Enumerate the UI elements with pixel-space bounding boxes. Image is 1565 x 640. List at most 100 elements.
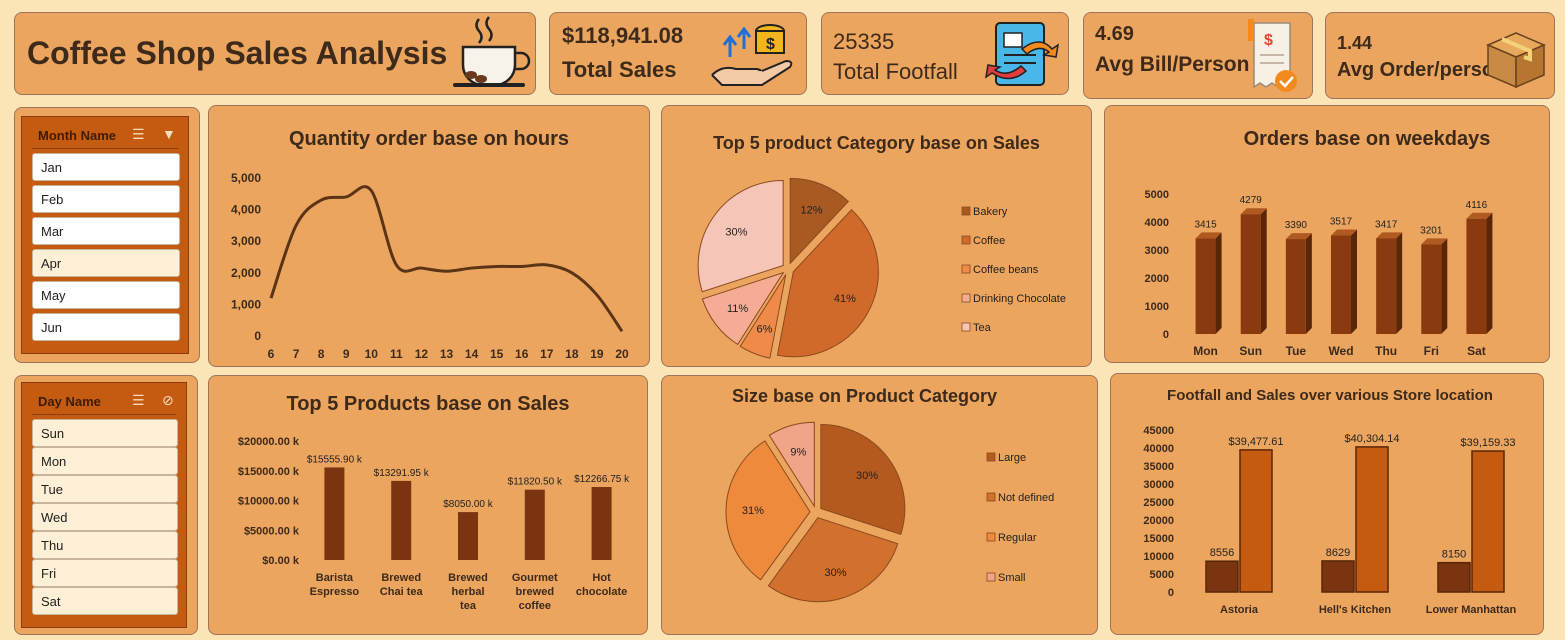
kpi-avg-bill-card: 4.69 Avg Bill/Person $ — [1083, 12, 1313, 99]
slicer-item-jun[interactable]: Jun — [32, 313, 180, 341]
bar-value-label: $11820.50 k — [508, 477, 563, 488]
month-slicer: Month Name ☰ ▼ Jan Feb Mar Apr May Jun — [21, 116, 189, 354]
pie-value-label: 11% — [727, 303, 748, 315]
legend-swatch — [961, 206, 971, 216]
x-tick-label: 16 — [515, 347, 529, 361]
bar — [1331, 235, 1351, 334]
legend-label: Coffee beans — [973, 264, 1039, 276]
bar-value-label: $12266.75 k — [574, 474, 630, 485]
bar-top — [1285, 233, 1312, 240]
y-tick-label: 2,000 — [231, 266, 261, 280]
weekdays-bar-chart: 0 1000 2000 3000 4000 5000 Mon Sun Tue Wed Thu Fri S… — [1145, 189, 1493, 358]
bar-value-label: 8556 — [1210, 547, 1234, 559]
x-category-label: Barista — [316, 572, 354, 584]
y-tick-label: 3000 — [1145, 245, 1169, 257]
x-category-label: Fri — [1424, 344, 1439, 358]
bar — [1355, 446, 1389, 593]
y-tick-label: 5000 — [1145, 189, 1169, 201]
bar — [1195, 238, 1216, 334]
y-tick-label: 0 — [1163, 329, 1169, 341]
x-tick-label: 8 — [318, 347, 325, 361]
slicer-item-apr[interactable]: Apr — [32, 249, 180, 277]
invoice-exchange-icon — [984, 22, 1060, 86]
x-tick-label: 12 — [415, 347, 429, 361]
slicer-item-tue[interactable]: Tue — [32, 475, 178, 503]
x-category-label: Thu — [1375, 344, 1397, 358]
bar — [1471, 450, 1505, 593]
x-tick-label: 10 — [365, 347, 379, 361]
bar-value-label: 8629 — [1326, 547, 1350, 559]
x-category-label: Astoria — [1220, 604, 1259, 616]
day-slicer: Day Name ☰ ⊘ Sun Mon Tue Wed Thu Fri Sat — [21, 382, 187, 628]
y-tick-label: $0.00 k — [262, 555, 300, 567]
y-tick-label: 4000 — [1145, 217, 1169, 229]
bar-side — [1260, 208, 1267, 334]
y-tick-label: 40000 — [1143, 443, 1174, 455]
y-tick-label: 1000 — [1145, 301, 1169, 313]
slicer-item-mon[interactable]: Mon — [32, 447, 178, 475]
x-tick-label: 15 — [490, 347, 504, 361]
y-tick-label: 45000 — [1143, 425, 1174, 437]
x-category-label: Mon — [1193, 344, 1218, 358]
bar-value-label: 3390 — [1285, 220, 1308, 231]
bar — [591, 487, 612, 560]
slicer-item-may[interactable]: May — [32, 281, 180, 309]
dashboard-title: Coffee Shop Sales Analysis — [27, 35, 448, 71]
weekdays-chart-card: Orders base on weekdays 0 1000 2000 3000 400… — [1104, 105, 1550, 363]
store-chart-title: Footfall and Sales over various Store lo… — [1167, 387, 1493, 404]
bar-value-label: 3201 — [1420, 225, 1443, 236]
slicer-item-sun[interactable]: Sun — [32, 419, 178, 447]
clear-filter-icon[interactable]: ⊘ — [162, 392, 174, 408]
slicer-item-thu[interactable]: Thu — [32, 531, 178, 559]
kpi-total-footfall-card: 25335 Total Footfall — [821, 12, 1069, 95]
y-tick-label: 20000 — [1143, 515, 1174, 527]
size-chart-card: Size base on Product Category 30% 30% 31% 9… — [661, 375, 1098, 635]
slicer-item-jan[interactable]: Jan — [32, 153, 180, 181]
legend-swatch — [986, 532, 996, 542]
bar — [1240, 214, 1261, 334]
pie-slice-coffee — [776, 209, 879, 358]
bar — [1239, 449, 1273, 593]
y-tick-label: $5000.00 k — [244, 525, 300, 537]
x-category-label: herbal — [451, 586, 484, 598]
products-chart-card: Top 5 Products base on Sales $0.00 k $500… — [208, 375, 648, 635]
legend-swatch — [986, 492, 996, 502]
products-chart-title: Top 5 Products base on Sales — [286, 393, 570, 415]
y-tick-label: $20000.00 k — [238, 436, 300, 448]
slicer-item-wed[interactable]: Wed — [32, 503, 178, 531]
legend-label: Regular — [998, 532, 1037, 544]
legend-swatch — [961, 264, 971, 274]
bar — [1421, 244, 1442, 334]
legend-label: Small — [998, 572, 1026, 584]
kpi-avg-order-card: 1.44 Avg Order/person — [1325, 12, 1555, 99]
y-tick-label: 1,000 — [231, 297, 261, 311]
legend-label: Large — [998, 452, 1026, 464]
y-tick-label: 0 — [254, 329, 261, 343]
pie-slice-large — [820, 423, 906, 536]
day-slicer-title: Day Name — [38, 394, 101, 409]
multi-select-icon[interactable]: ☰ — [132, 126, 145, 142]
y-tick-label: 3,000 — [231, 234, 261, 248]
multi-select-icon[interactable]: ☰ — [132, 392, 145, 408]
money-hand-icon: $ — [711, 24, 793, 86]
filter-icon[interactable]: ▼ — [162, 126, 176, 142]
bar — [524, 489, 545, 560]
pie-slice-bakery — [789, 177, 850, 265]
x-category-label: Hot — [592, 572, 611, 584]
x-tick-label: 19 — [590, 347, 604, 361]
legend-swatch — [961, 293, 971, 303]
y-tick-label: 25000 — [1143, 497, 1174, 509]
x-tick-label: 13 — [440, 347, 454, 361]
slicer-item-feb[interactable]: Feb — [32, 185, 180, 213]
bar-value-label: $15555.90 k — [307, 454, 363, 465]
x-category-label: Tue — [1286, 344, 1307, 358]
slicer-item-mar[interactable]: Mar — [32, 217, 180, 245]
slicer-item-sat[interactable]: Sat — [32, 587, 178, 615]
day-slicer-header: Day Name ☰ ⊘ — [32, 389, 176, 415]
slicer-item-fri[interactable]: Fri — [32, 559, 178, 587]
pie-value-label: 41% — [834, 293, 856, 305]
y-tick-label: 5,000 — [231, 171, 261, 185]
kpi-total-sales-value: $118,941.08 — [562, 23, 684, 48]
bar-value-label: 8150 — [1442, 549, 1466, 561]
x-category-label: Brewed — [381, 572, 421, 584]
